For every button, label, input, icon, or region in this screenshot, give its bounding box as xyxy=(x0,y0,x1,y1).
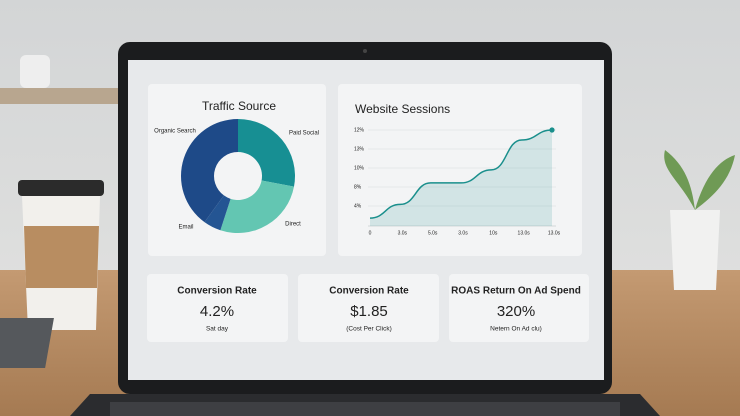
shelf xyxy=(0,88,120,104)
card xyxy=(449,274,589,342)
donut-segment xyxy=(181,119,238,223)
shelf-jar xyxy=(20,55,50,88)
tablet xyxy=(0,318,54,368)
segment-label: Direct xyxy=(285,222,301,228)
kpi-value: 320% xyxy=(497,303,535,320)
y-tick-label: 12% xyxy=(354,127,365,133)
x-tick-label: 3.0s xyxy=(458,230,468,236)
kpi-note: Netern On Ad clu) xyxy=(490,326,542,333)
card-title: Traffic Source xyxy=(202,99,276,113)
kpi-note: Sat day xyxy=(206,326,229,333)
keyboard-keys xyxy=(110,402,620,416)
card xyxy=(148,84,326,256)
donut-segment xyxy=(204,195,231,231)
kpi-value: $1.85 xyxy=(350,303,388,320)
x-tick-label: 10s xyxy=(489,230,498,236)
y-tick-label: 13% xyxy=(354,146,365,152)
line-series xyxy=(369,129,553,219)
card xyxy=(338,84,582,256)
kpi-title: Conversion Rate xyxy=(329,286,409,297)
donut-segment xyxy=(238,119,296,187)
y-tick-label: 8% xyxy=(354,184,362,190)
x-tick-label: 0 xyxy=(369,230,372,236)
y-tick-label: 10% xyxy=(354,165,365,171)
camera xyxy=(363,49,367,53)
kpi-layer: Conversion Rate 4.2% Sat day Conversion Rat… xyxy=(177,286,581,333)
segment-label: Email xyxy=(178,225,193,231)
line-chart: 12% 13% 10% 8% 4% 0 3.0s 5.0s 3.0s 10s 13.0s 13.0s xyxy=(354,127,561,236)
plant xyxy=(664,150,735,290)
kpi-value: 4.2% xyxy=(200,303,234,320)
x-tick-label: 3.0s xyxy=(398,230,408,236)
card xyxy=(147,274,288,342)
line-area xyxy=(370,130,552,226)
kpi-title: ROAS Return On Ad Spend xyxy=(451,286,581,297)
donut-segment xyxy=(220,180,294,233)
end-point xyxy=(549,127,555,133)
x-tick-label: 13.0s xyxy=(518,230,531,236)
segment-label: Organic Search xyxy=(154,129,196,135)
x-tick-label: 5.0s xyxy=(428,230,438,236)
kpi-title: Conversion Rate xyxy=(177,286,257,297)
kpi-note: (Cost Per Click) xyxy=(346,326,392,333)
x-tick-label: 13.0s xyxy=(548,230,561,236)
donut-chart: Paid Social Direct Email Organic Search xyxy=(154,119,319,233)
y-tick-label: 4% xyxy=(354,203,362,209)
segment-label: Paid Social xyxy=(289,131,319,137)
coffee-cup xyxy=(18,180,104,330)
card-title: Website Sessions xyxy=(355,102,450,116)
card xyxy=(298,274,439,342)
